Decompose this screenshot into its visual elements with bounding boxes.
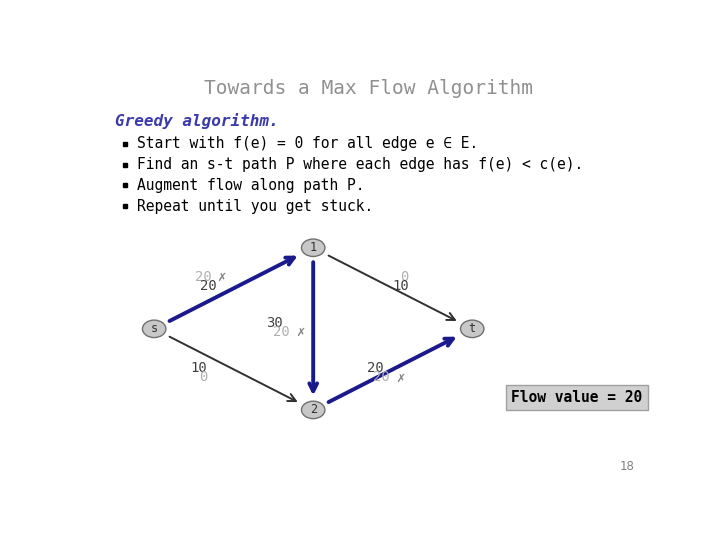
Text: 30: 30 [266,315,283,329]
Text: 1: 1 [310,241,317,254]
Text: Towards a Max Flow Algorithm: Towards a Max Flow Algorithm [204,79,534,98]
Text: 20: 20 [273,325,289,339]
Text: 10: 10 [190,361,207,375]
Text: t: t [469,322,476,335]
Text: ✗: ✗ [396,370,405,384]
Text: 0: 0 [400,270,408,284]
Text: ✗: ✗ [296,325,304,339]
Text: 2: 2 [310,403,317,416]
Circle shape [302,401,325,418]
Circle shape [302,239,325,256]
Circle shape [143,320,166,338]
Text: s: s [150,322,158,335]
Text: Flow value = 20: Flow value = 20 [511,390,642,405]
Circle shape [461,320,484,338]
Text: 0: 0 [199,370,207,384]
Text: ✗: ✗ [217,270,226,284]
Text: Augment flow along path P.: Augment flow along path P. [138,178,365,193]
Text: 20: 20 [195,270,212,284]
Text: 20: 20 [374,370,390,384]
Text: 20: 20 [200,279,217,293]
Text: 20: 20 [367,361,384,375]
Text: Start with f(e) = 0 for all edge e ∈ E.: Start with f(e) = 0 for all edge e ∈ E. [138,136,479,151]
Text: Repeat until you get stuck.: Repeat until you get stuck. [138,199,374,214]
Text: 10: 10 [392,279,409,293]
Text: 18: 18 [619,460,634,473]
Text: Find an s-t path P where each edge has f(e) < c(e).: Find an s-t path P where each edge has f… [138,157,584,172]
Text: Greedy algorithm.: Greedy algorithm. [115,113,279,129]
